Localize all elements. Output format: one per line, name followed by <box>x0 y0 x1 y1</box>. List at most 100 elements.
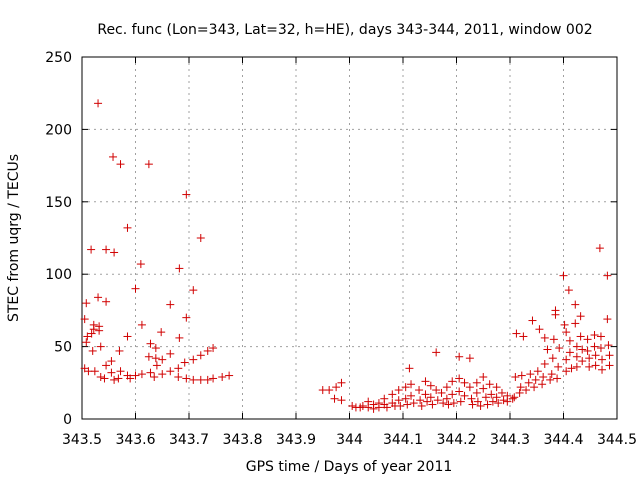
data-point <box>432 386 441 395</box>
data-point <box>596 344 605 353</box>
data-point <box>472 388 481 397</box>
data-point <box>576 332 585 341</box>
data-point <box>407 391 416 400</box>
data-point <box>157 328 166 337</box>
data-point <box>598 355 607 364</box>
data-point <box>115 346 124 355</box>
data-point <box>571 300 580 309</box>
data-point <box>146 339 155 348</box>
plot-frame <box>81 56 618 420</box>
data-point <box>455 352 464 361</box>
data-point <box>578 357 587 366</box>
data-point <box>182 374 191 383</box>
x-tick-label: 343.6 <box>115 432 155 448</box>
data-points <box>80 99 614 413</box>
data-point <box>174 373 183 382</box>
y-tick-label: 0 <box>63 412 72 428</box>
data-point <box>604 341 613 350</box>
y-axis-label: STEC from uqrg / TECUs <box>6 154 22 322</box>
data-point <box>88 346 97 355</box>
data-point <box>382 403 391 412</box>
data-point <box>605 351 614 360</box>
data-point <box>481 393 490 402</box>
data-point <box>583 346 592 355</box>
data-point <box>196 351 205 360</box>
data-point <box>508 394 517 403</box>
data-point <box>421 377 430 386</box>
data-point <box>175 264 184 273</box>
data-point <box>358 401 367 410</box>
data-point <box>538 380 547 389</box>
data-point <box>510 393 519 402</box>
data-point <box>483 400 492 409</box>
data-point <box>174 364 183 373</box>
x-tick-label: 344.1 <box>383 432 423 448</box>
data-point <box>549 335 558 344</box>
data-point <box>109 152 118 161</box>
data-point <box>82 338 91 347</box>
data-point <box>218 373 227 382</box>
data-point <box>565 348 574 357</box>
data-point <box>522 386 531 395</box>
data-point <box>146 368 155 377</box>
x-tick-label: 343.9 <box>276 432 316 448</box>
data-point <box>325 386 334 395</box>
x-tick-label: 343.8 <box>222 432 262 448</box>
data-point <box>553 374 562 383</box>
data-point <box>528 316 537 325</box>
data-point <box>465 354 474 363</box>
data-point <box>423 397 432 406</box>
data-point <box>598 365 607 374</box>
data-point <box>110 375 119 384</box>
data-point <box>166 300 175 309</box>
data-point <box>442 383 451 392</box>
data-point <box>591 361 600 370</box>
data-point <box>488 397 497 406</box>
data-point <box>456 397 465 406</box>
data-point <box>535 325 544 334</box>
data-point <box>110 248 119 257</box>
data-point <box>348 401 357 410</box>
data-point <box>526 370 535 379</box>
data-point <box>596 332 605 341</box>
data-point <box>196 234 205 242</box>
data-point <box>524 378 533 387</box>
data-point <box>158 355 167 364</box>
data-point <box>572 362 581 371</box>
data-point <box>126 374 135 383</box>
data-point <box>460 378 469 387</box>
data-point <box>439 399 448 408</box>
data-point <box>330 394 339 403</box>
data-point <box>428 400 437 409</box>
data-point <box>511 373 520 382</box>
data-point <box>152 361 161 370</box>
data-point <box>150 373 159 382</box>
data-point <box>572 342 581 351</box>
x-tick-label: 344 <box>336 432 363 448</box>
data-point <box>374 403 383 412</box>
data-point <box>80 315 89 324</box>
data-point <box>540 359 549 368</box>
data-point <box>102 297 111 306</box>
data-point <box>100 374 109 383</box>
data-point <box>448 377 457 386</box>
data-point <box>449 399 458 408</box>
y-tick-label: 250 <box>45 50 72 66</box>
data-point <box>137 370 146 379</box>
y-tick-label: 100 <box>45 267 72 283</box>
x-tick-label: 344.2 <box>436 432 476 448</box>
data-point <box>433 396 442 405</box>
data-point <box>567 364 576 373</box>
x-tick-label: 344.5 <box>597 432 637 448</box>
data-point <box>151 344 160 353</box>
data-point <box>394 386 403 395</box>
data-point <box>473 397 482 406</box>
y-tick-label: 200 <box>45 122 72 138</box>
data-point <box>591 351 600 360</box>
data-point <box>479 384 488 393</box>
data-point <box>467 394 476 403</box>
data-point <box>503 397 512 406</box>
data-point <box>90 367 99 376</box>
data-point <box>547 370 556 379</box>
data-point <box>189 355 198 364</box>
